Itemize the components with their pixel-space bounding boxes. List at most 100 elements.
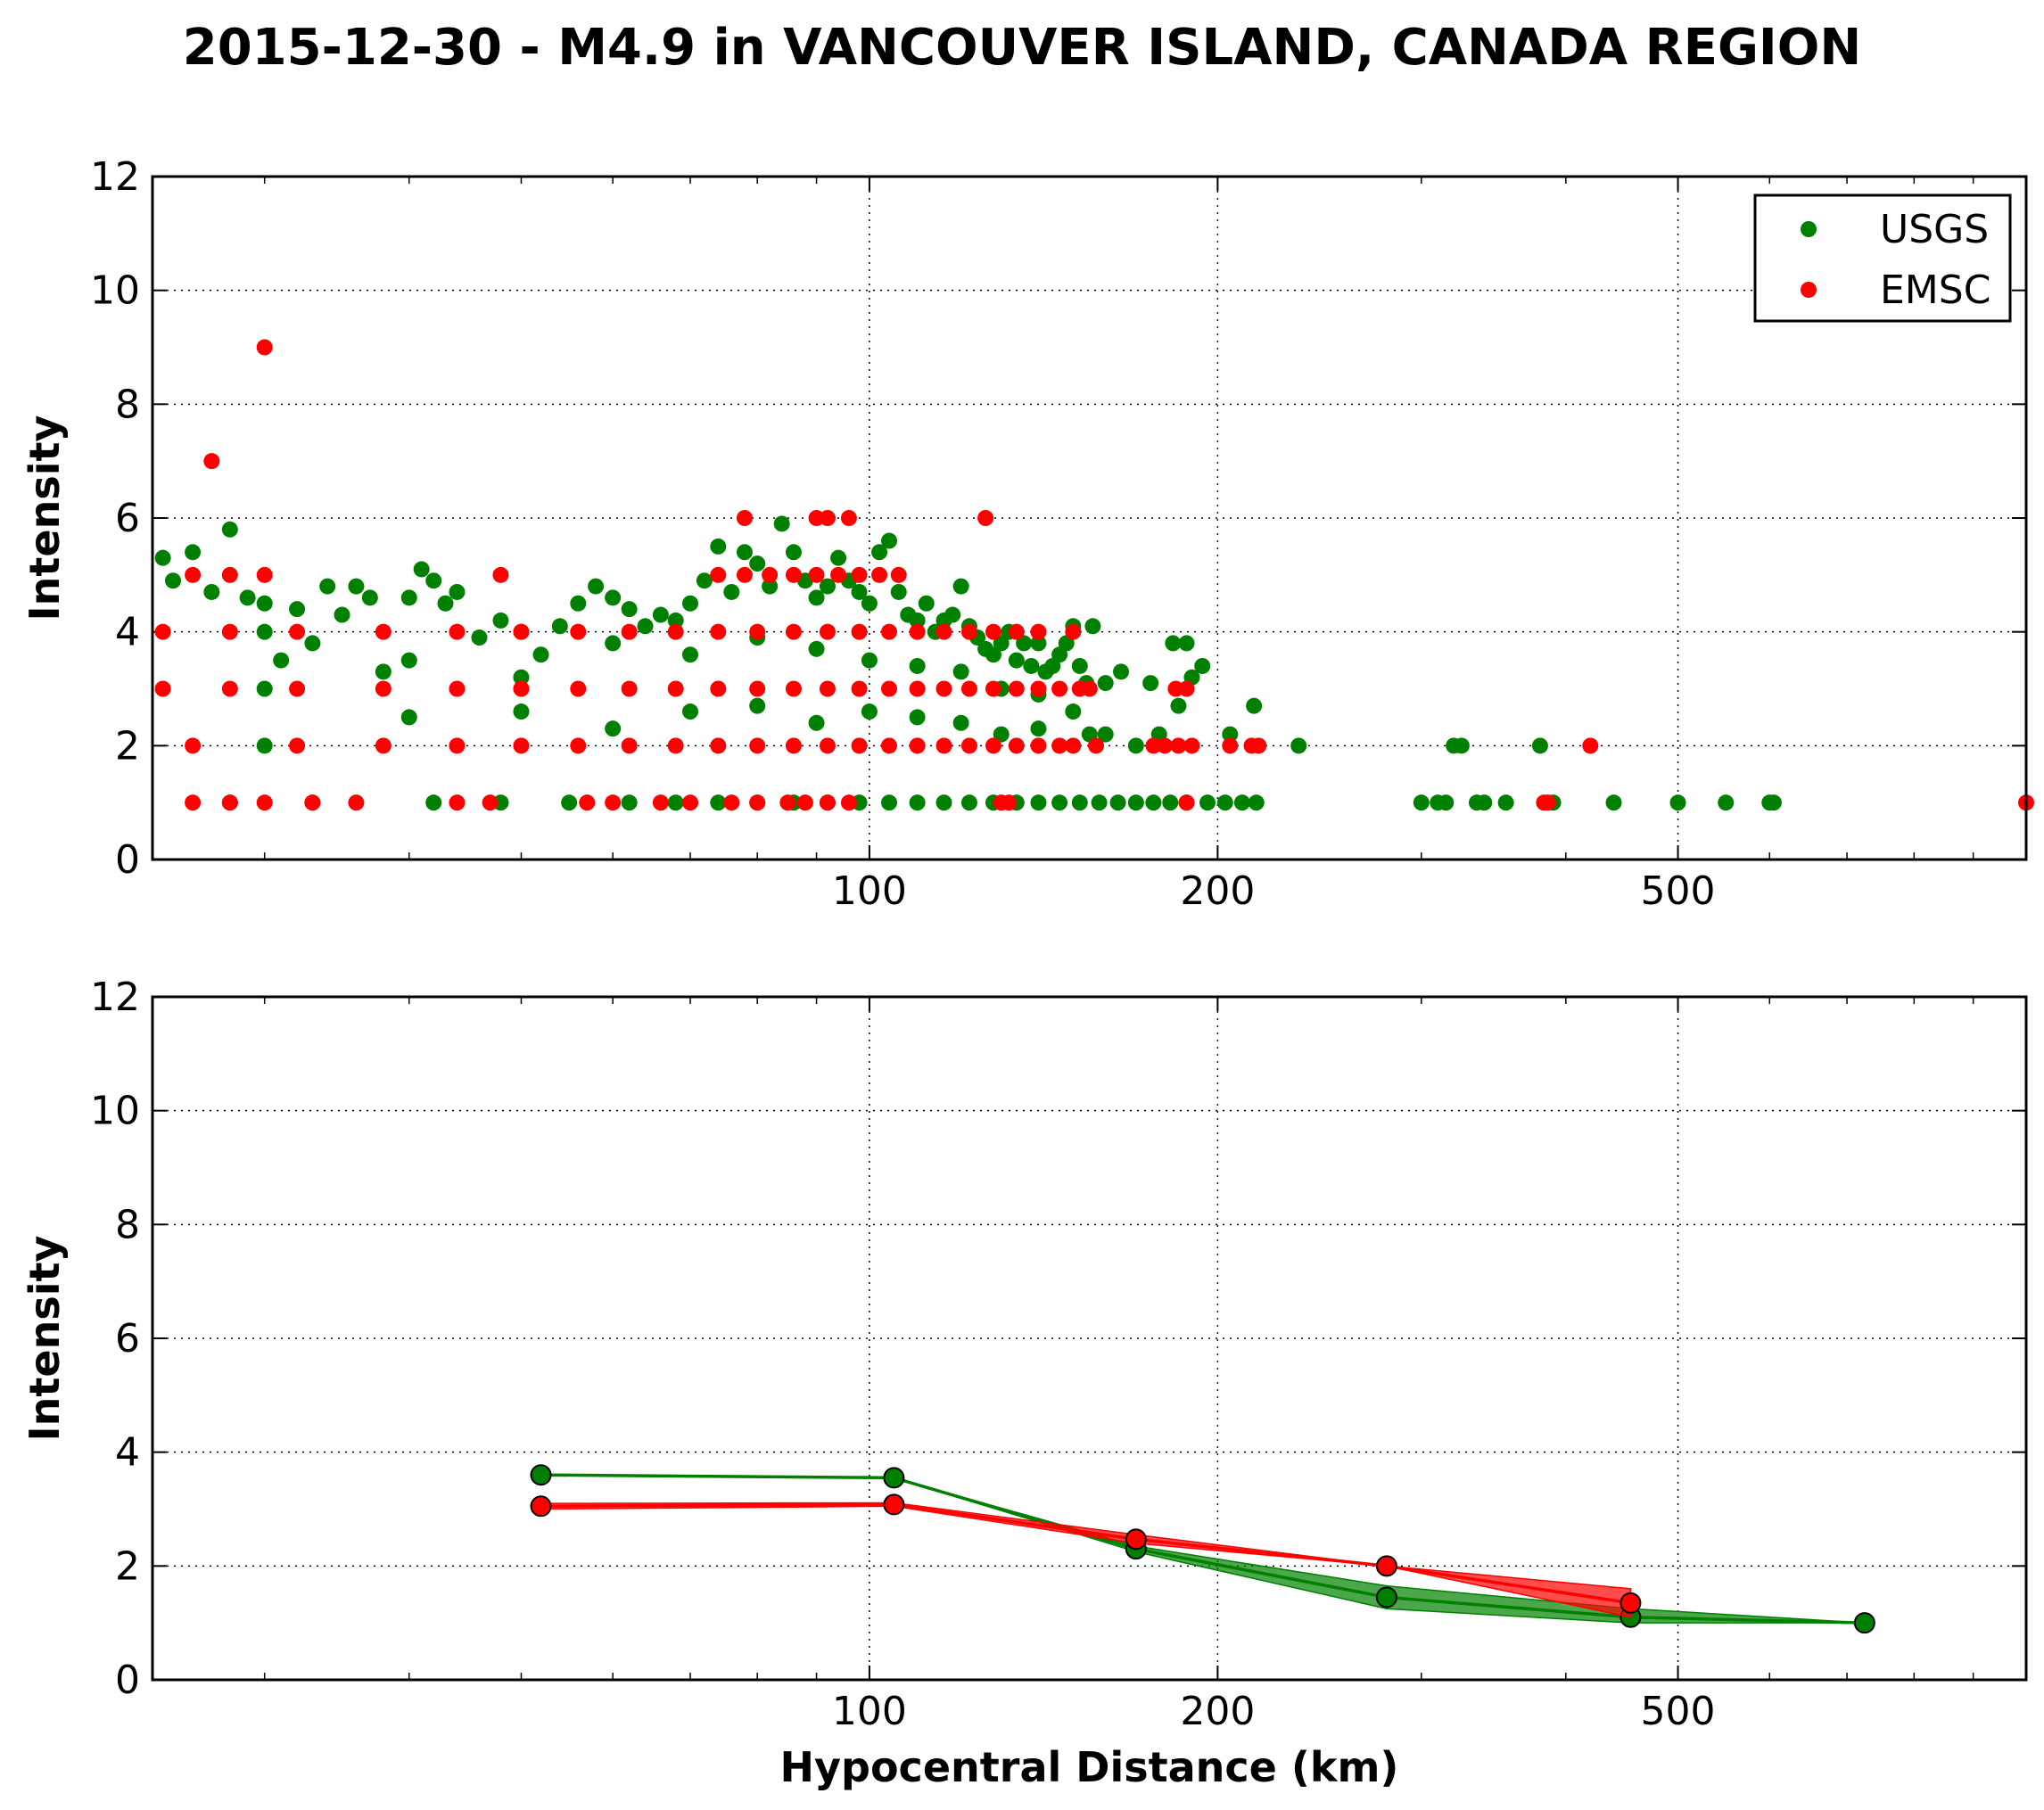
- y-tick-label: 0: [115, 1658, 140, 1703]
- scatter-point: [289, 737, 306, 754]
- scatter-point: [1030, 737, 1047, 754]
- y-tick-label: 6: [115, 1316, 140, 1362]
- scatter-point: [1081, 680, 1098, 697]
- scatter-point: [819, 578, 836, 595]
- scatter-point: [881, 623, 898, 640]
- scatter-point: [1233, 794, 1250, 811]
- scatter-point: [637, 618, 654, 635]
- scatter-point: [785, 544, 802, 561]
- scatter-point: [605, 589, 622, 606]
- scatter-point: [1531, 737, 1548, 754]
- scatter-point: [221, 521, 238, 538]
- y-tick-label: 4: [115, 1430, 140, 1476]
- x-tick-label: 500: [1641, 1689, 1716, 1734]
- scatter-point: [1199, 794, 1216, 811]
- scatter-point: [256, 737, 273, 754]
- scatter-point: [1008, 680, 1025, 697]
- scatter-point: [449, 794, 466, 811]
- scatter-point: [851, 737, 868, 754]
- scatter-point: [819, 510, 836, 526]
- scatter-point: [164, 572, 181, 589]
- scatter-point: [1091, 794, 1108, 811]
- scatter-point: [1030, 635, 1047, 652]
- scatter-point: [1097, 726, 1114, 743]
- scatter-point: [710, 737, 727, 754]
- scatter-point: [1084, 618, 1101, 635]
- scatter-point: [749, 555, 766, 572]
- scatter-point: [871, 544, 888, 561]
- scatter-point: [256, 566, 273, 583]
- scatter-point: [621, 794, 638, 811]
- binned-line-panel: 100 200 500 0 2 4 6 8 10 12 Intensity Hypocentral D…: [21, 975, 2028, 1791]
- scatter-point: [482, 794, 499, 811]
- scatter-point: [1127, 794, 1144, 811]
- scatter-point: [1051, 680, 1068, 697]
- scatter-point: [890, 583, 907, 600]
- scatter-point: [304, 635, 321, 652]
- legend-box: [1753, 193, 2012, 323]
- y-tick-label: 10: [90, 268, 140, 314]
- scatter-point: [1165, 635, 1182, 652]
- scatter-point: [256, 339, 273, 356]
- scatter-point: [808, 640, 825, 657]
- scatter-point: [960, 794, 977, 811]
- scatter-point: [796, 794, 813, 811]
- scatter-point: [944, 606, 961, 623]
- scatter-point: [1178, 680, 1195, 697]
- scatter-point: [1142, 675, 1159, 692]
- scatter-point: [830, 549, 847, 566]
- scatter-point: [513, 623, 530, 640]
- scatter-point: [710, 566, 727, 583]
- scatter-point: [1008, 652, 1025, 669]
- y-tick-label: 2: [115, 723, 140, 769]
- scatter-point: [570, 595, 587, 612]
- scatter-point: [960, 623, 977, 640]
- scatter-point: [851, 623, 868, 640]
- scatter-point: [779, 794, 796, 811]
- scatter-point: [513, 669, 530, 686]
- scatter-point: [256, 794, 273, 811]
- scatter-point: [256, 595, 273, 612]
- scatter-point: [918, 595, 935, 612]
- scatter-point: [570, 680, 587, 697]
- scatter-point: [492, 566, 509, 583]
- scatter-point: [256, 623, 273, 640]
- scatter-point: [471, 629, 488, 646]
- scatter-point: [1127, 737, 1144, 754]
- scatter-point: [570, 737, 587, 754]
- data-marker: [1620, 1592, 1642, 1614]
- scatter-point: [1453, 737, 1470, 754]
- scatter-point: [289, 601, 306, 618]
- scatter-point: [710, 794, 727, 811]
- scatter-point: [185, 794, 202, 811]
- series-usgs: [154, 515, 1782, 811]
- scatter-point: [808, 566, 825, 583]
- scatter-point: [256, 680, 273, 697]
- scatter-point: [696, 572, 713, 589]
- scatter-point: [1765, 794, 1782, 811]
- scatter-point: [1113, 663, 1130, 680]
- scatter-point: [1413, 794, 1430, 811]
- scatter-point: [375, 663, 391, 680]
- scatter-point: [819, 737, 836, 754]
- scatter-point: [621, 680, 638, 697]
- scatter-point: [1183, 737, 1200, 754]
- scatter-point: [667, 794, 684, 811]
- scatter-panel: 100 200 500 0 2 4 6 8 10 12 Intensity USGS EMSC: [21, 154, 2034, 914]
- legend-marker: [1801, 221, 1817, 237]
- y-axis-label: Intensity: [21, 415, 69, 621]
- scatter-point: [532, 646, 549, 663]
- scatter-point: [909, 737, 926, 754]
- data-marker: [883, 1493, 905, 1516]
- scatter-point: [667, 623, 684, 640]
- scatter-point: [909, 680, 926, 697]
- scatter-point: [561, 794, 578, 811]
- series-emsc: [154, 339, 2034, 811]
- scatter-point: [960, 737, 977, 754]
- confidence-band: [540, 1501, 1632, 1618]
- scatter-point: [185, 566, 202, 583]
- legend-label: EMSC: [1880, 267, 1990, 313]
- scatter-point: [513, 680, 530, 697]
- scatter-point: [1222, 737, 1239, 754]
- scatter-point: [203, 453, 220, 470]
